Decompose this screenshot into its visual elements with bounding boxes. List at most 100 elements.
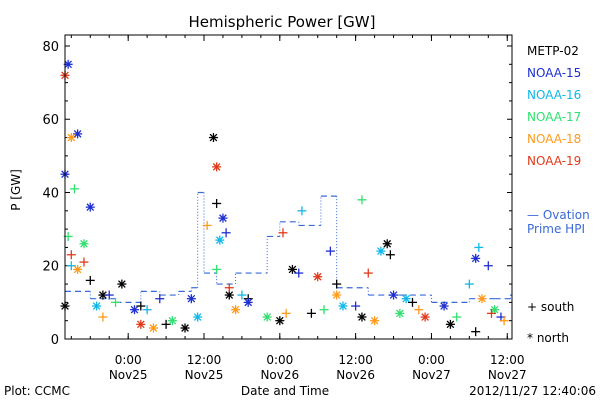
noaa-17-north-point — [79, 239, 89, 249]
noaa-17-south-point — [69, 184, 79, 194]
metp-02-north-point — [357, 312, 367, 322]
noaa-19-south-point — [278, 228, 288, 238]
noaa-18-north-point — [73, 264, 83, 274]
legend-item-metp-02: METP-02 — [527, 44, 579, 58]
noaa-15-north-point — [85, 202, 95, 212]
y-axis-label: P [GW] — [9, 169, 23, 211]
ovation-hpi-series — [65, 191, 512, 303]
noaa-18-south-point — [499, 316, 509, 326]
noaa-15-north-point — [129, 305, 139, 315]
metp-02-south-point — [136, 301, 146, 311]
y-tick-label: 60 — [42, 113, 59, 128]
noaa-18-south-point — [414, 305, 424, 315]
x-axis-label: Date and Time — [241, 384, 329, 398]
metp-02-north-point — [208, 133, 218, 143]
legend-south-label: + south — [527, 300, 574, 314]
noaa-18-north-point — [148, 323, 158, 333]
legend-item-noaa-17: NOAA-17 — [527, 110, 581, 124]
noaa-15-north-point — [439, 301, 449, 311]
noaa-19-north-point — [420, 312, 430, 322]
x-tick-label-time: 0:00 — [266, 353, 293, 367]
noaa-19-south-point — [224, 283, 234, 293]
noaa-18-north-point — [66, 133, 76, 143]
x-tick-label-date: Nov26 — [260, 368, 299, 382]
noaa-15-south-point — [483, 261, 493, 271]
legend-north-label: * north — [527, 331, 569, 345]
noaa-15-north-point — [389, 290, 399, 300]
y-tick-label: 20 — [42, 260, 59, 275]
legend: METP-02 NOAA-15 NOAA-16 NOAA-17 NOAA-18 NOAA-… — [527, 44, 581, 168]
noaa-19-south-point — [486, 308, 496, 318]
noaa-17-north-point — [167, 316, 177, 326]
x-tick-label-date: Nov27 — [412, 368, 451, 382]
noaa-17-south-point — [111, 297, 121, 307]
metp-02-north-point — [224, 290, 234, 300]
satellite-data-points — [60, 59, 509, 337]
noaa-15-north-point — [63, 59, 73, 69]
metp-02-north-point — [382, 239, 392, 249]
x-tick-label-date: Nov25 — [185, 368, 224, 382]
noaa-19-south-point — [363, 268, 373, 278]
x-tick-label-time: 12:00 — [338, 353, 373, 367]
y-tick-label: 80 — [42, 40, 59, 55]
noaa-18-south-point — [281, 308, 291, 318]
metp-02-south-point — [85, 275, 95, 285]
noaa-15-north-point — [73, 129, 83, 139]
x-tick-label-time: 12:00 — [187, 353, 222, 367]
metp-02-north-point — [275, 316, 285, 326]
metp-02-south-point — [212, 198, 222, 208]
plot-timestamp: 2012/11/27 12:40:06 — [469, 384, 596, 398]
noaa-15-north-point — [243, 297, 253, 307]
noaa-17-south-point — [212, 264, 222, 274]
legend-item-noaa-16: NOAA-16 — [527, 88, 581, 102]
noaa-18-north-point — [231, 305, 241, 315]
metp-02-north-point — [445, 319, 455, 329]
noaa-19-north-point — [212, 162, 222, 172]
noaa-18-south-point — [98, 312, 108, 322]
x-tick-label-date: Nov27 — [488, 368, 527, 382]
metp-02-north-point — [117, 279, 127, 289]
noaa-18-north-point — [477, 294, 487, 304]
metp-02-south-point — [332, 279, 342, 289]
metp-02-south-point — [471, 327, 481, 337]
noaa-18-north-point — [370, 316, 380, 326]
noaa-19-south-point — [79, 257, 89, 267]
noaa-16-north-point — [338, 301, 348, 311]
noaa-16-south-point — [474, 242, 484, 252]
noaa-15-south-point — [221, 228, 231, 238]
noaa-15-north-point — [218, 213, 228, 223]
metp-02-north-point — [180, 323, 190, 333]
x-tick-label-date: Nov25 — [109, 368, 148, 382]
x-tick-label-time: 0:00 — [115, 353, 142, 367]
legend-ovation-label-1: — Ovation — [527, 208, 590, 222]
noaa-15-south-point — [104, 290, 114, 300]
y-tick-label: 0 — [51, 333, 59, 348]
plot-credit: Plot: CCMC — [4, 384, 70, 398]
noaa-16-south-point — [297, 206, 307, 216]
noaa-16-north-point — [92, 301, 102, 311]
metp-02-south-point — [407, 297, 417, 307]
noaa-16-south-point — [142, 305, 152, 315]
legend-item-noaa-18: NOAA-18 — [527, 132, 581, 146]
noaa-18-north-point — [332, 290, 342, 300]
noaa-16-north-point — [401, 294, 411, 304]
chart-title: Hemispheric Power [GW] — [189, 13, 376, 31]
noaa-15-south-point — [155, 294, 165, 304]
noaa-18-south-point — [202, 220, 212, 230]
x-tick-label-time: 0:00 — [418, 353, 445, 367]
noaa-16-north-point — [193, 312, 203, 322]
noaa-19-north-point — [136, 319, 146, 329]
noaa-17-north-point — [395, 308, 405, 318]
noaa-15-north-point — [471, 253, 481, 263]
noaa-17-south-point — [452, 312, 462, 322]
noaa-15-south-point — [325, 246, 335, 256]
x-axis: 0:00Nov2512:00Nov250:00Nov2612:00Nov260:… — [70, 35, 527, 382]
noaa-16-north-point — [215, 235, 225, 245]
legend-item-noaa-19: NOAA-19 — [527, 154, 581, 168]
noaa-16-south-point — [237, 290, 247, 300]
metp-02-south-point — [385, 250, 395, 260]
noaa-15-south-point — [294, 268, 304, 278]
legend-ovation-label-2: Prime HPI — [527, 222, 585, 236]
noaa-16-south-point — [66, 261, 76, 271]
